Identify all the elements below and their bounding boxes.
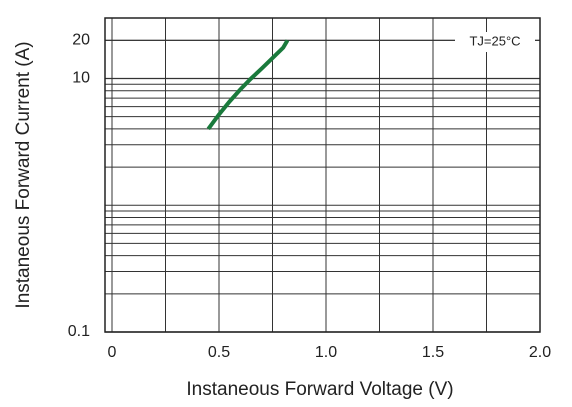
- annotation: TJ=25°C: [469, 33, 520, 48]
- plot-frame: [104, 17, 541, 333]
- x-axis-label: Instaneous Forward Voltage (V): [186, 379, 453, 400]
- annotation-box: [455, 32, 535, 52]
- y-axis-label: Instaneous Forward Current (A): [13, 41, 34, 308]
- data-line: [206, 39, 290, 131]
- x-tick-label: 1.5: [422, 344, 444, 361]
- x-tick-label: 1.0: [315, 344, 337, 361]
- y-tick-label: 10: [72, 70, 90, 87]
- x-tick-label: 0.5: [208, 344, 230, 361]
- y-tick-label: 0.1: [68, 323, 90, 340]
- x-tick-label: 0: [108, 344, 117, 361]
- y-tick-label: 20: [72, 32, 90, 49]
- x-tick-label: 2.0: [529, 344, 551, 361]
